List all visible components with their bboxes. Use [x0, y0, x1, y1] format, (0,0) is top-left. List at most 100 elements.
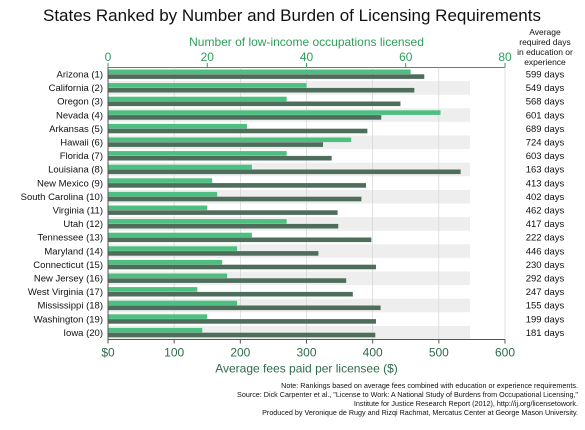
- category-label: Hawaii (6): [60, 138, 103, 149]
- days-value: 199 days: [526, 314, 565, 325]
- occupations-bar: [108, 287, 198, 292]
- category-label: South Carolina (10): [21, 192, 103, 203]
- days-value: 724 days: [526, 138, 565, 149]
- occupations-bar: [108, 246, 238, 251]
- days-value: 230 days: [526, 260, 565, 271]
- occupations-bar: [108, 314, 208, 319]
- bottom-axis-tick-label: 300: [296, 346, 316, 360]
- category-label: California (2): [49, 83, 103, 94]
- days-value: 247 days: [526, 287, 565, 298]
- fees-bar: [108, 74, 425, 79]
- category-label: Arizona (1): [57, 70, 103, 81]
- occupations-bar: [108, 259, 223, 265]
- category-label: Arkansas (5): [49, 124, 103, 135]
- category-label: Iowa (20): [63, 328, 103, 339]
- days-value: 181 days: [526, 328, 565, 339]
- occupations-bar: [108, 205, 208, 211]
- category-label: New Mexico (9): [37, 178, 103, 189]
- top-axis-tick-label: 60: [399, 50, 413, 64]
- bottom-axis-tick-label: 400: [363, 346, 383, 360]
- fees-bar: [108, 291, 353, 297]
- category-label: Mississippi (18): [38, 301, 103, 312]
- bottom-axis-tick-label: 200: [230, 346, 250, 360]
- fees-bar: [108, 332, 376, 338]
- occupations-bar: [108, 300, 238, 306]
- fees-bar: [108, 87, 415, 93]
- fees-bar: [108, 237, 372, 243]
- category-label: West Virginia (17): [28, 287, 103, 298]
- bottom-axis-tick-label: $0: [101, 346, 115, 360]
- days-value: 446 days: [526, 246, 565, 257]
- days-value: 402 days: [526, 192, 565, 203]
- fees-bar: [108, 115, 382, 120]
- fees-bar: [108, 278, 347, 283]
- fees-bar: [108, 251, 319, 256]
- occupations-bar: [108, 164, 252, 170]
- fees-bar: [108, 155, 332, 161]
- occupations-bar: [108, 69, 411, 75]
- occupations-bar: [108, 219, 287, 224]
- fees-bar: [108, 169, 461, 175]
- category-label: Connecticut (15): [33, 260, 103, 271]
- fees-bar: [108, 264, 376, 270]
- top-axis-tick-label: 20: [201, 50, 215, 64]
- occupations-bar: [108, 83, 307, 88]
- top-axis-tick-label: 40: [300, 50, 314, 64]
- occupations-bar: [108, 191, 218, 197]
- occupations-bar: [108, 137, 352, 143]
- days-header-line: experience: [524, 57, 566, 67]
- bottom-axis-label: Average fees paid per licensee ($): [215, 362, 398, 376]
- days-value: 599 days: [526, 70, 565, 81]
- occupations-bar: [108, 178, 213, 183]
- category-label: Tennessee (13): [38, 233, 103, 244]
- category-label: New Jersey (16): [34, 274, 103, 285]
- days-value: 155 days: [526, 301, 565, 312]
- category-label: Maryland (14): [44, 246, 103, 257]
- fees-bar: [108, 128, 368, 134]
- occupations-bar: [108, 232, 252, 238]
- days-value: 413 days: [526, 178, 565, 189]
- fees-bar: [108, 101, 401, 107]
- source-note-line: Note: Rankings based on average fees com…: [281, 381, 578, 390]
- top-axis-tick-label: 0: [105, 50, 112, 64]
- fees-bar: [108, 142, 324, 147]
- category-label: Nevada (4): [56, 110, 103, 121]
- source-note-line: Source: Dick Carpenter et al., "License …: [237, 390, 578, 399]
- fees-bar: [108, 305, 381, 311]
- fees-bar: [108, 319, 376, 324]
- top-axis-label: Number of low-income occupations license…: [189, 35, 424, 49]
- occupations-bar: [108, 123, 247, 129]
- days-value: 601 days: [526, 110, 565, 121]
- days-header-line: required days: [519, 37, 571, 47]
- top-axis-tick-label: 80: [498, 50, 512, 64]
- source-note-line: Institute for Justice Research Report (2…: [354, 399, 578, 408]
- category-label: Virginia (11): [53, 206, 103, 217]
- days-value: 568 days: [526, 97, 565, 108]
- occupations-bar: [108, 110, 441, 115]
- fees-bar: [108, 196, 362, 202]
- occupations-bar: [108, 327, 203, 333]
- days-header-line: Average: [529, 27, 561, 37]
- category-label: Washington (19): [34, 314, 103, 325]
- days-value: 549 days: [526, 83, 565, 94]
- occupations-bar: [108, 96, 287, 102]
- category-label: Oregon (3): [57, 97, 103, 108]
- days-value: 222 days: [526, 233, 565, 244]
- occupations-bar: [108, 273, 228, 279]
- fees-bar: [108, 183, 367, 188]
- bottom-axis-tick-label: 600: [495, 346, 515, 360]
- days-value: 462 days: [526, 206, 565, 217]
- source-note-line: Produced by Veronique de Rugy and Rizqi …: [262, 408, 578, 417]
- days-value: 689 days: [526, 124, 565, 135]
- occupations-bar: [108, 151, 287, 156]
- bottom-axis-tick-label: 100: [164, 346, 184, 360]
- days-header-line: in education or: [517, 47, 573, 57]
- category-label: Florida (7): [60, 151, 103, 162]
- fees-bar: [108, 210, 338, 215]
- category-label: Louisiana (8): [48, 165, 103, 176]
- bottom-axis-tick-label: 500: [429, 346, 449, 360]
- chart-title: States Ranked by Number and Burden of Li…: [43, 6, 541, 25]
- days-value: 163 days: [526, 165, 565, 176]
